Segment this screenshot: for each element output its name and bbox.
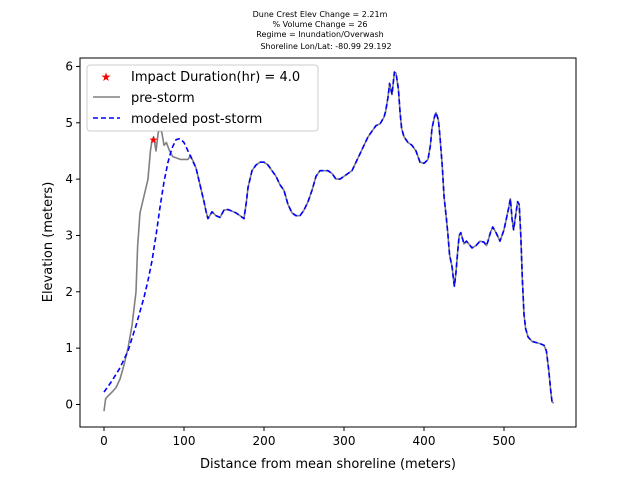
x-tick-label: 400: [413, 434, 436, 448]
y-tick-label: 5: [65, 116, 73, 130]
legend-entry-post-storm: modeled post-storm: [131, 112, 262, 127]
x-tick-label: 200: [253, 434, 276, 448]
legend-entry-marker: Impact Duration(hr) = 4.0: [131, 70, 300, 85]
x-axis-label: Distance from mean shoreline (meters): [200, 457, 456, 472]
y-tick-label: 0: [65, 397, 73, 411]
y-axis-ticks: 0 1 2 3 4 5 6: [65, 59, 80, 411]
x-axis-ticks: 0 100 200 300 400 500: [100, 427, 515, 448]
legend-box: [86, 64, 319, 132]
axes-frame: [79, 57, 577, 428]
title-line-2: % Volume Change = 26: [272, 20, 367, 29]
y-tick-label: 2: [65, 285, 73, 299]
y-tick-label: 3: [65, 228, 73, 242]
y-tick-label: 6: [65, 59, 73, 73]
y-tick-label: 1: [65, 341, 73, 355]
series-line-post-storm: [103, 71, 555, 404]
y-axis-label: Elevation (meters): [41, 182, 56, 303]
chart-title: Dune Crest Elev Change = 2.21m % Volume …: [253, 10, 392, 51]
plot-area: [103, 71, 555, 412]
x-tick-label: 100: [173, 434, 196, 448]
x-tick-label: 0: [100, 434, 108, 448]
x-tick-label: 300: [333, 434, 356, 448]
impact-marker-star: ★: [149, 134, 159, 147]
x-tick-label: 500: [493, 434, 516, 448]
legend: ★ Impact Duration(hr) = 4.0 pre-storm mo…: [86, 64, 319, 132]
y-tick-label: 4: [65, 172, 73, 186]
title-line-1: Dune Crest Elev Change = 2.21m: [253, 10, 388, 19]
legend-marker-icon: ★: [101, 70, 112, 84]
marker-layer: ★: [149, 134, 159, 147]
title-line-4: Shoreline Lon/Lat: -80.99 29.192: [260, 42, 391, 51]
legend-entry-pre-storm: pre-storm: [131, 91, 195, 106]
title-line-3: Regime = Inundation/Overwash: [256, 30, 383, 39]
